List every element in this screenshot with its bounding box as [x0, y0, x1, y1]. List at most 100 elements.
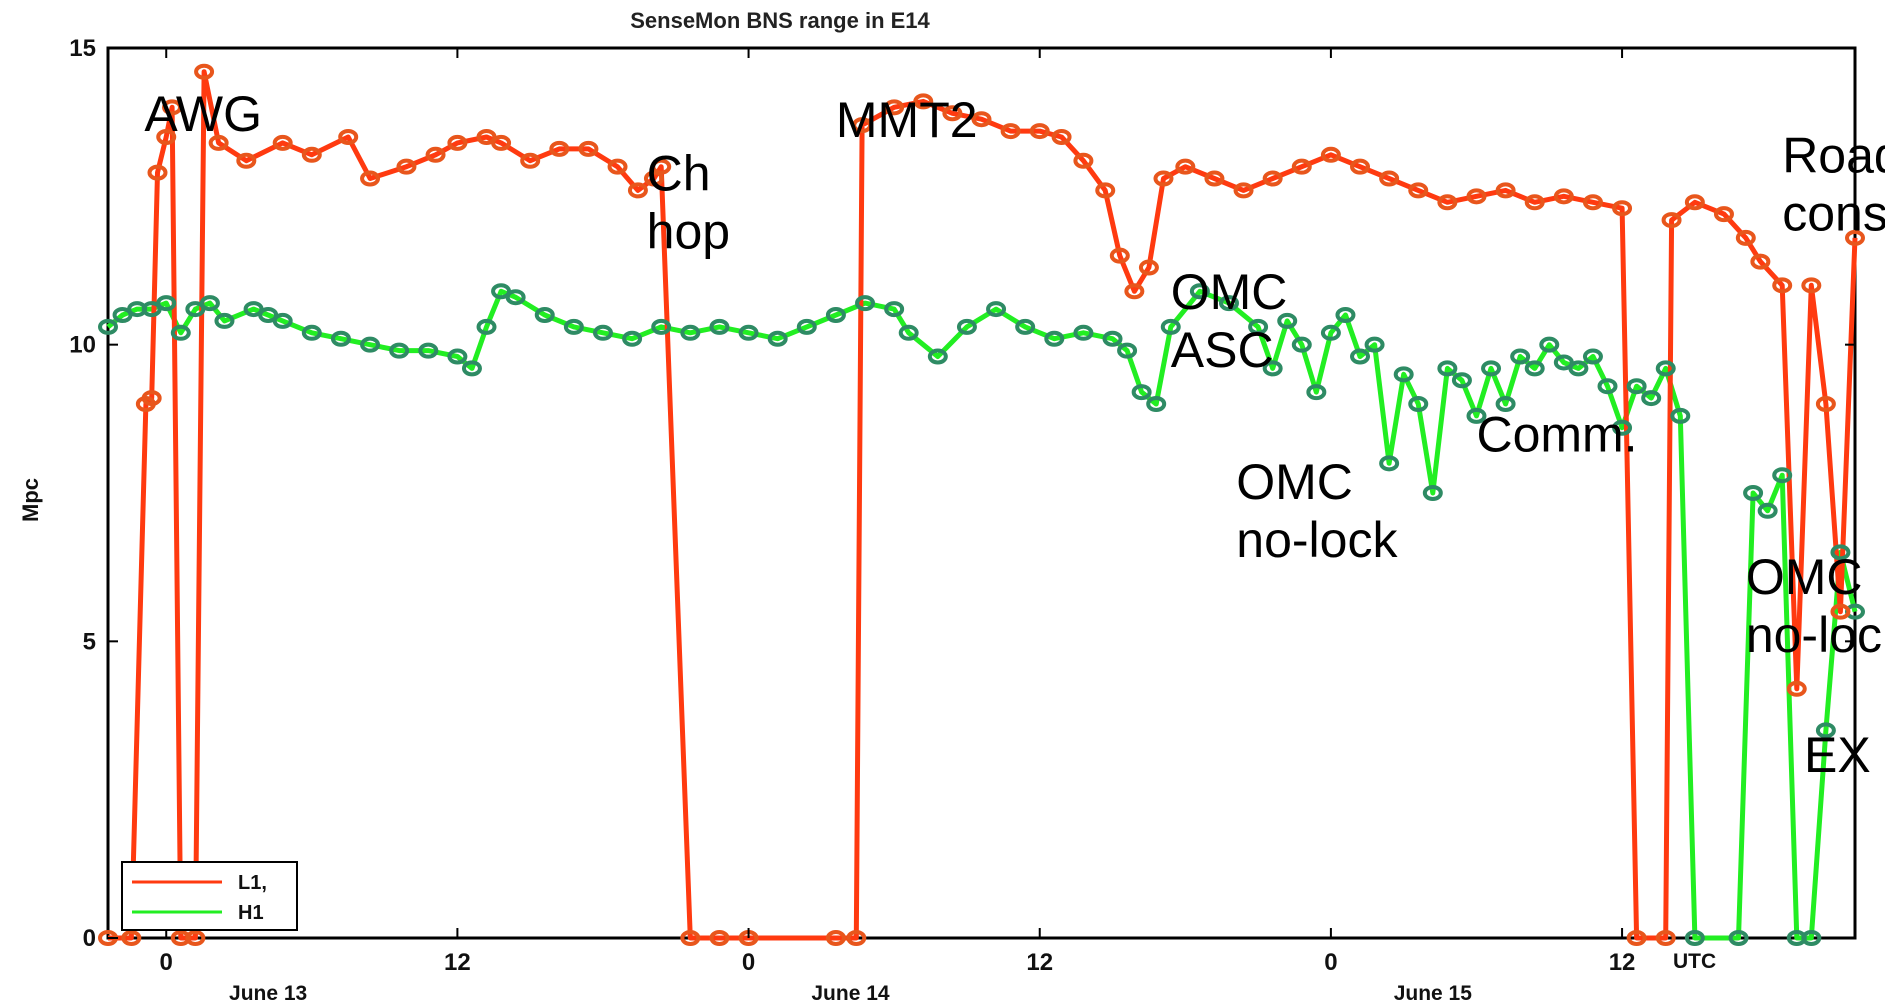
data-point-h1: [1335, 307, 1356, 323]
data-point-h1: [360, 336, 381, 353]
data-point-l1: [1350, 158, 1371, 175]
data-point-h1: [1422, 485, 1443, 501]
data-point-h1: [1262, 360, 1283, 377]
annotation-line: OMC: [1171, 264, 1288, 320]
data-point-l1: [1801, 277, 1822, 294]
series-line-l1: [108, 69, 1858, 941]
annotation-line: Comm.: [1476, 406, 1637, 462]
data-point-h1: [170, 324, 191, 341]
data-point-l1: [680, 930, 701, 946]
data-point-h1: [199, 295, 220, 312]
x-axis: 0 12 0 12 0 12 UTC June 13 June 14 June 15: [160, 48, 1716, 1003]
data-point-l1: [1845, 229, 1865, 246]
data-point-l1: [607, 158, 628, 175]
annotation: Roadconstr: [1782, 128, 1885, 242]
data-point-h1: [1350, 348, 1371, 365]
data-point-h1: [825, 307, 846, 323]
data-point-h1: [1379, 455, 1400, 472]
data-point-l1: [194, 63, 215, 80]
data-point-h1: [680, 324, 701, 341]
annotation: Comm.: [1476, 406, 1637, 462]
data-point-h1: [709, 318, 730, 335]
data-point-h1: [418, 342, 439, 359]
data-point-h1: [1772, 467, 1793, 484]
annotation-line: EX logging: [1804, 727, 1885, 783]
data-point-h1: [1684, 930, 1705, 946]
data-point-h1: [447, 348, 468, 365]
annotation-line: no-lock: [1746, 607, 1885, 663]
chart-title: SenseMon BNS range in E14: [630, 8, 930, 33]
data-point-h1: [1582, 348, 1603, 365]
data-point-l1: [1713, 206, 1734, 223]
data-point-h1: [534, 307, 555, 323]
data-point-l1: [447, 134, 468, 151]
date-label: June 15: [1394, 982, 1473, 1003]
data-point-l1: [301, 146, 322, 163]
data-point-l1: [1124, 283, 1145, 300]
data-point-h1: [461, 360, 482, 377]
data-point-h1: [1102, 330, 1123, 347]
annotation-line: Ch: [647, 145, 711, 201]
data-point-l1: [1582, 194, 1603, 211]
data-point-h1: [927, 348, 948, 365]
data-point-l1: [1379, 170, 1400, 187]
data-point-h1: [1568, 360, 1589, 377]
data-point-l1: [1772, 277, 1793, 294]
data-point-l1: [1051, 129, 1072, 145]
data-point-h1: [1277, 312, 1298, 329]
data-point-l1: [162, 99, 183, 116]
data-point-h1: [301, 324, 322, 341]
data-point-l1: [1233, 182, 1254, 199]
data-point-h1: [767, 330, 788, 347]
data-point-h1: [1364, 336, 1385, 353]
data-point-l1: [1735, 229, 1756, 246]
data-point-l1: [913, 93, 934, 110]
y-axis-label: Mpc: [18, 478, 43, 522]
annotation-line: OMC: [1236, 454, 1353, 510]
data-point-h1: [1437, 360, 1458, 377]
data-point-h1: [1291, 336, 1312, 353]
data-point-l1: [236, 152, 257, 169]
data-point-l1: [141, 390, 162, 407]
data-point-l1: [1626, 930, 1647, 946]
data-point-h1: [1131, 384, 1152, 401]
data-point-h1: [986, 301, 1007, 318]
data-point-l1: [1000, 123, 1021, 140]
data-point-h1: [563, 318, 584, 335]
data-point-l1: [1138, 259, 1159, 276]
annotation: OMC ASC: [1171, 264, 1288, 378]
data-point-h1: [1073, 324, 1094, 341]
data-point-l1: [709, 930, 730, 946]
data-point-h1: [1612, 419, 1633, 436]
data-point-h1: [1830, 544, 1851, 561]
annotation-line: Road: [1782, 128, 1885, 184]
annotation-line: no-lock: [1236, 512, 1398, 568]
data-point-h1: [884, 301, 905, 318]
data-point-h1: [956, 318, 977, 335]
utc-label: UTC: [1673, 950, 1716, 973]
x-tick-label: 12: [1609, 949, 1636, 976]
data-point-l1: [1466, 188, 1487, 205]
data-point-l1: [1830, 603, 1851, 620]
data-point-l1: [1524, 194, 1545, 211]
data-point-l1: [942, 105, 963, 122]
data-point-l1: [1262, 170, 1283, 187]
data-point-l1: [825, 930, 846, 946]
data-point-l1: [1612, 200, 1633, 217]
data-point-l1: [1153, 170, 1174, 187]
annotation: EX logging: [1804, 727, 1885, 783]
data-point-h1: [1801, 930, 1822, 946]
data-point-l1: [846, 930, 867, 946]
data-point-l1: [1437, 194, 1458, 211]
data-point-h1: [651, 318, 672, 335]
data-point-l1: [627, 182, 648, 199]
data-point-l1: [185, 930, 206, 946]
data-point-l1: [396, 158, 417, 175]
x-tick-label: 0: [742, 949, 755, 976]
data-point-l1: [643, 170, 664, 187]
y-tick-label: 0: [83, 925, 96, 952]
date-label: June 14: [811, 982, 890, 1003]
annotation: AWG: [144, 86, 262, 142]
